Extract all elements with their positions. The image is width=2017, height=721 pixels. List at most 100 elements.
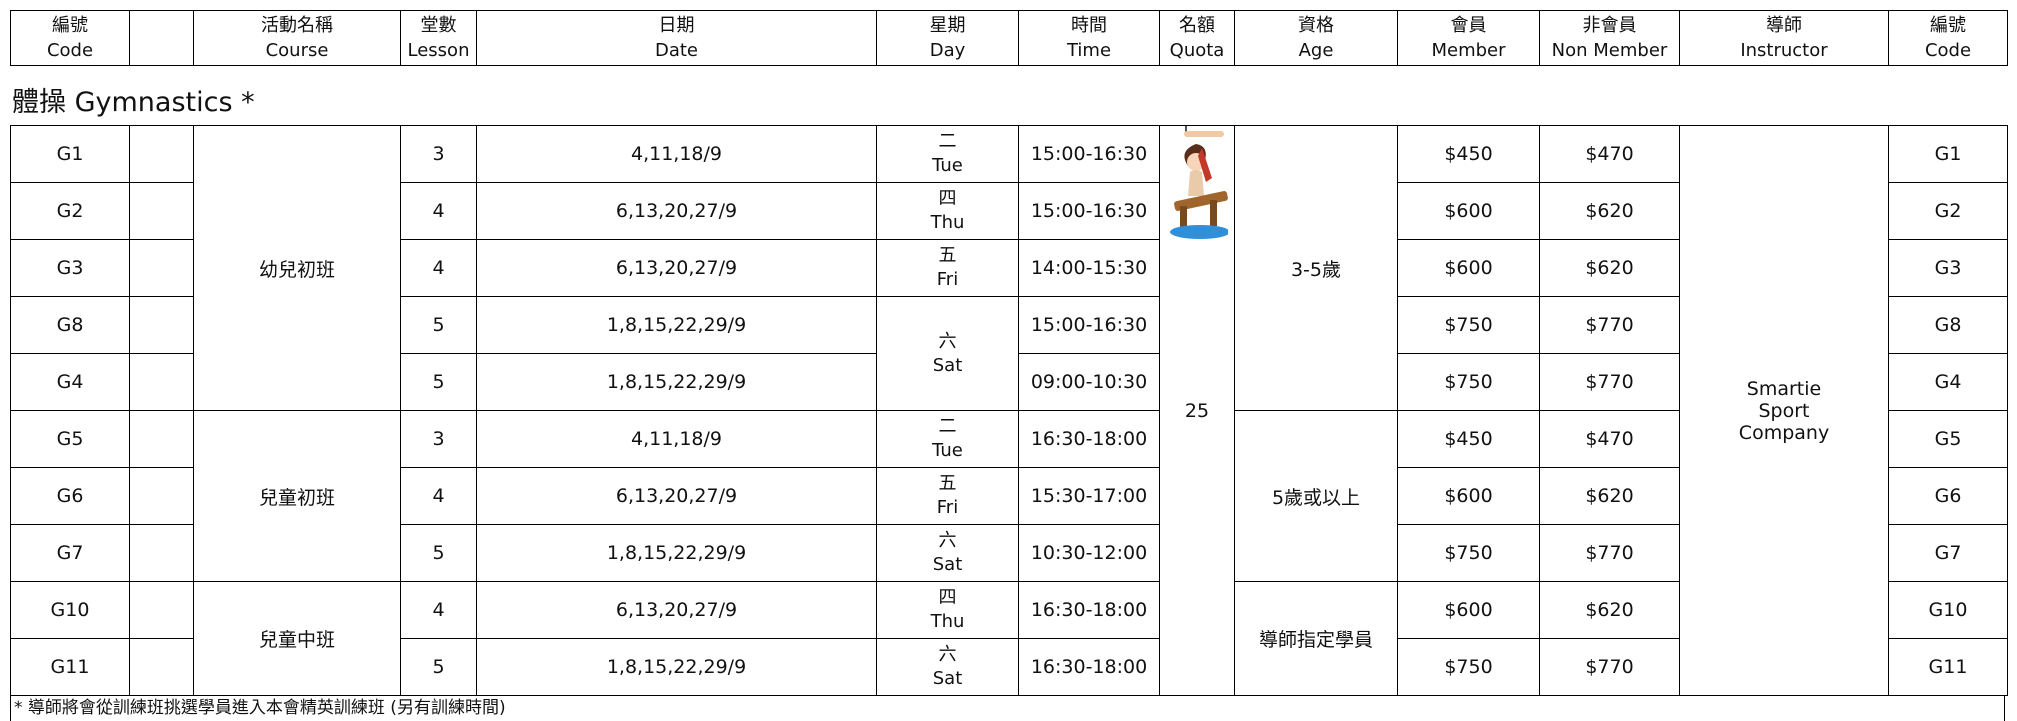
non-member-price-cell: $770 (1539, 638, 1680, 696)
column-header-zh: 星期 (929, 15, 966, 36)
code-cell: G6 (10, 467, 130, 525)
day-zh: 四 (938, 188, 957, 209)
member-price-cell: $600 (1397, 182, 1540, 240)
course-name-cell: 兒童初班 (193, 410, 401, 582)
day-cell: 六 Sat (876, 638, 1019, 696)
code-cell: G2 (1888, 182, 2008, 240)
code-cell: G5 (1888, 410, 2008, 468)
day-cell: 四 Thu (876, 581, 1019, 639)
column-header: 非會員 Non Member (1539, 10, 1680, 66)
time-cell: 15:30-17:00 (1018, 467, 1160, 525)
column-header-zh: 資格 (1298, 15, 1334, 36)
course-row: G5 兒童初班 3 4,11,18/9 二 Tue 16:30-18:00 5歲或以上 $450… (10, 410, 2008, 582)
day-zh: 五 (938, 473, 957, 494)
quota-cell: 25 (1159, 125, 1235, 696)
age-cell: 5歲或以上 (1234, 410, 1398, 582)
code-cell: G11 (1888, 638, 2008, 696)
date-cell: 4,11,18/9 (476, 125, 877, 183)
day-zh: 二 (938, 416, 957, 437)
non-member-price-cell: $770 (1539, 524, 1680, 582)
time-cell: 16:30-18:00 (1018, 410, 1160, 468)
code-cell: G2 (10, 182, 130, 240)
instructor-cell: Smartie Sport Company (1679, 125, 1889, 696)
lesson-cell: 5 (400, 524, 477, 582)
course-table: G1 幼兒初班 3 4,11,18/9 二 Tue 15:00-16:30 25 3-5歲 $45… (10, 125, 2008, 696)
code-cell: G8 (1888, 296, 2008, 354)
time-cell: 10:30-12:00 (1018, 524, 1160, 582)
day-en: Fri (936, 269, 959, 290)
day-en: Thu (930, 212, 965, 233)
date-cell: 1,8,15,22,29/9 (476, 296, 877, 354)
column-header-zh: 編號 (52, 15, 88, 36)
non-member-price-cell: $770 (1539, 296, 1680, 354)
column-header-zh: 時間 (1071, 15, 1107, 36)
time-cell: 14:00-15:30 (1018, 239, 1160, 297)
column-header-en: Age (1298, 40, 1334, 61)
column-header-en: Code (1924, 40, 1972, 61)
date-cell: 1,8,15,22,29/9 (476, 524, 877, 582)
column-header: 導師 Instructor (1679, 10, 1889, 66)
lesson-cell: 5 (400, 296, 477, 354)
code-cell: G7 (1888, 524, 2008, 582)
time-cell: 15:00-16:30 (1018, 182, 1160, 240)
non-member-price-cell: $470 (1539, 410, 1680, 468)
date-cell: 6,13,20,27/9 (476, 239, 877, 297)
column-header-zh: 堂數 (420, 15, 457, 36)
column-header-zh: 非會員 (1582, 15, 1637, 36)
non-member-price-cell: $470 (1539, 125, 1680, 183)
column-header-zh: 名額 (1179, 15, 1215, 36)
column-header: 編號 Code (10, 10, 130, 66)
column-header-en: Member (1431, 40, 1506, 61)
day-en: Tue (932, 440, 963, 461)
date-cell: 1,8,15,22,29/9 (476, 353, 877, 411)
day-cell: 五 Fri (876, 239, 1019, 297)
course-name-cell: 幼兒初班 (193, 125, 401, 411)
non-member-price-cell: $620 (1539, 182, 1680, 240)
time-cell: 09:00-10:30 (1018, 353, 1160, 411)
column-header-en: Lesson (407, 40, 470, 61)
course-row: G6 4 6,13,20,27/9 五 Fri 15:30-17:00 $600 $620 G6 (10, 467, 2008, 525)
blank-cell (129, 125, 194, 183)
day-en: Sat (932, 554, 963, 575)
age-cell: 導師指定學員 (1234, 581, 1398, 696)
blank-cell (129, 638, 194, 696)
non-member-price-cell: $620 (1539, 581, 1680, 639)
column-header-en: Time (1066, 40, 1112, 61)
date-cell: 1,8,15,22,29/9 (476, 638, 877, 696)
member-price-cell: $600 (1397, 467, 1540, 525)
day-en: Tue (932, 155, 963, 176)
date-cell: 6,13,20,27/9 (476, 182, 877, 240)
column-header-en: Date (654, 40, 699, 61)
blank-cell (129, 239, 194, 297)
column-header-zh: 導師 (1766, 15, 1802, 36)
column-header-zh: 編號 (1930, 15, 1966, 36)
code-cell: G5 (10, 410, 130, 468)
code-cell: G8 (10, 296, 130, 354)
column-header-zh: 會員 (1450, 15, 1487, 36)
course-name-cell: 兒童中班 (193, 581, 401, 696)
blank-cell (129, 182, 194, 240)
day-cell: 五 Fri (876, 467, 1019, 525)
date-cell: 6,13,20,27/9 (476, 581, 877, 639)
lesson-cell: 3 (400, 125, 477, 183)
course-row: G7 5 1,8,15,22,29/9 六 Sat 10:30-12:00 $750 $770… (10, 524, 2008, 582)
date-cell: 6,13,20,27/9 (476, 467, 877, 525)
day-en: Sat (932, 354, 963, 376)
column-header-en: Day (929, 40, 966, 61)
member-price-cell: $750 (1397, 296, 1540, 354)
column-header: 活動名稱 Course (193, 10, 401, 66)
column-header-en: Quota (1169, 40, 1225, 61)
non-member-price-cell: $620 (1539, 239, 1680, 297)
member-price-cell: $750 (1397, 638, 1540, 696)
column-header: 日期 Date (476, 10, 877, 66)
quota-value: 25 (1184, 399, 1210, 422)
day-cell: 四 Thu (876, 182, 1019, 240)
day-zh: 四 (938, 587, 957, 608)
code-cell: G10 (1888, 581, 2008, 639)
column-header-en: Course (265, 40, 329, 61)
blank-cell (129, 296, 194, 354)
day-zh: 六 (938, 644, 957, 665)
lesson-cell: 4 (400, 581, 477, 639)
code-cell: G10 (10, 581, 130, 639)
